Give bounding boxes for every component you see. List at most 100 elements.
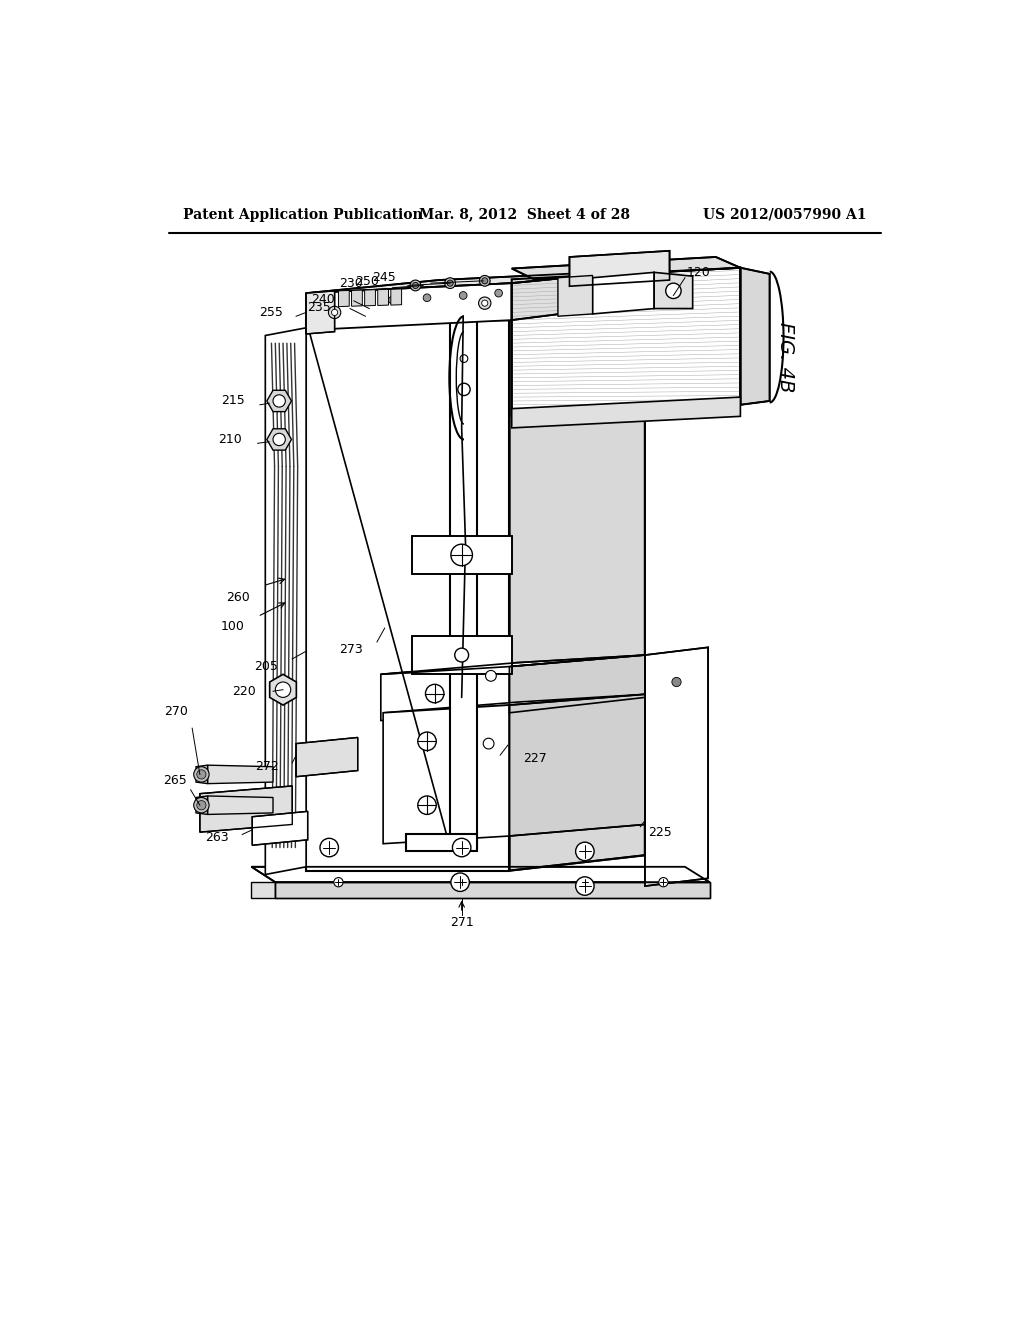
Circle shape bbox=[423, 294, 431, 302]
Text: 263: 263 bbox=[206, 832, 229, 843]
Polygon shape bbox=[412, 536, 512, 574]
Text: 225: 225 bbox=[648, 826, 672, 840]
Polygon shape bbox=[306, 271, 645, 293]
Circle shape bbox=[575, 876, 594, 895]
Circle shape bbox=[460, 355, 468, 363]
Circle shape bbox=[481, 277, 487, 284]
Circle shape bbox=[444, 277, 456, 289]
Polygon shape bbox=[200, 785, 292, 832]
Polygon shape bbox=[391, 289, 401, 305]
Polygon shape bbox=[381, 655, 645, 675]
Text: 250: 250 bbox=[354, 275, 379, 288]
Circle shape bbox=[485, 671, 497, 681]
Polygon shape bbox=[512, 397, 740, 428]
Circle shape bbox=[329, 306, 341, 318]
Circle shape bbox=[319, 838, 339, 857]
Polygon shape bbox=[558, 276, 593, 317]
Text: 205: 205 bbox=[255, 660, 279, 673]
Circle shape bbox=[479, 276, 490, 286]
Circle shape bbox=[388, 296, 396, 304]
Polygon shape bbox=[512, 271, 645, 321]
Polygon shape bbox=[383, 705, 509, 843]
Text: 120: 120 bbox=[686, 265, 711, 279]
Polygon shape bbox=[451, 317, 477, 847]
Polygon shape bbox=[509, 304, 645, 871]
Text: 273: 273 bbox=[339, 643, 364, 656]
Polygon shape bbox=[267, 429, 292, 450]
Polygon shape bbox=[412, 536, 512, 574]
Polygon shape bbox=[654, 272, 692, 309]
Circle shape bbox=[575, 842, 594, 861]
Polygon shape bbox=[351, 290, 362, 306]
Polygon shape bbox=[412, 636, 512, 675]
Polygon shape bbox=[296, 738, 357, 776]
Polygon shape bbox=[512, 257, 740, 280]
Polygon shape bbox=[252, 867, 710, 882]
Polygon shape bbox=[412, 636, 512, 675]
Polygon shape bbox=[512, 268, 740, 416]
Polygon shape bbox=[381, 655, 645, 675]
Text: 220: 220 bbox=[232, 685, 256, 698]
Polygon shape bbox=[306, 304, 645, 321]
Circle shape bbox=[478, 297, 490, 309]
Text: 210: 210 bbox=[218, 433, 243, 446]
Polygon shape bbox=[512, 271, 645, 321]
Circle shape bbox=[455, 648, 469, 661]
Text: 230: 230 bbox=[339, 277, 364, 290]
Polygon shape bbox=[381, 667, 509, 721]
Circle shape bbox=[194, 767, 209, 781]
Polygon shape bbox=[378, 289, 388, 305]
Polygon shape bbox=[306, 304, 645, 321]
Polygon shape bbox=[265, 327, 306, 874]
Text: 265: 265 bbox=[163, 774, 186, 787]
Polygon shape bbox=[509, 304, 645, 871]
Polygon shape bbox=[509, 655, 645, 713]
Polygon shape bbox=[306, 284, 512, 330]
Circle shape bbox=[458, 383, 470, 396]
Circle shape bbox=[275, 682, 291, 697]
Circle shape bbox=[460, 292, 467, 300]
Text: 272: 272 bbox=[255, 760, 280, 774]
Text: Patent Application Publication: Patent Application Publication bbox=[183, 207, 423, 222]
Polygon shape bbox=[200, 785, 292, 832]
Circle shape bbox=[334, 878, 343, 887]
Polygon shape bbox=[509, 694, 645, 836]
Polygon shape bbox=[339, 290, 349, 306]
Polygon shape bbox=[275, 882, 710, 898]
Text: 255: 255 bbox=[259, 306, 283, 319]
Circle shape bbox=[453, 838, 471, 857]
Polygon shape bbox=[269, 675, 296, 705]
Text: 215: 215 bbox=[221, 395, 245, 408]
Polygon shape bbox=[208, 796, 273, 814]
Circle shape bbox=[413, 282, 419, 289]
Circle shape bbox=[658, 878, 668, 887]
Circle shape bbox=[672, 677, 681, 686]
Circle shape bbox=[666, 284, 681, 298]
Polygon shape bbox=[267, 391, 292, 412]
Text: 245: 245 bbox=[373, 271, 396, 284]
Circle shape bbox=[194, 797, 209, 813]
Text: 227: 227 bbox=[523, 752, 547, 766]
Text: 271: 271 bbox=[450, 916, 473, 929]
Polygon shape bbox=[306, 271, 645, 293]
Circle shape bbox=[481, 300, 487, 306]
Circle shape bbox=[410, 280, 421, 290]
Polygon shape bbox=[407, 834, 477, 851]
Circle shape bbox=[418, 733, 436, 751]
Circle shape bbox=[495, 289, 503, 297]
Polygon shape bbox=[296, 738, 357, 776]
Circle shape bbox=[418, 796, 436, 814]
Polygon shape bbox=[252, 812, 307, 845]
Polygon shape bbox=[645, 647, 708, 886]
Circle shape bbox=[425, 684, 444, 702]
Polygon shape bbox=[306, 321, 509, 871]
Circle shape bbox=[197, 800, 206, 810]
Circle shape bbox=[457, 878, 466, 887]
Polygon shape bbox=[252, 882, 275, 898]
Polygon shape bbox=[569, 251, 670, 286]
Polygon shape bbox=[593, 272, 654, 314]
Text: US 2012/0057990 A1: US 2012/0057990 A1 bbox=[703, 207, 866, 222]
Circle shape bbox=[197, 770, 206, 779]
Polygon shape bbox=[208, 766, 273, 784]
Circle shape bbox=[451, 873, 469, 891]
